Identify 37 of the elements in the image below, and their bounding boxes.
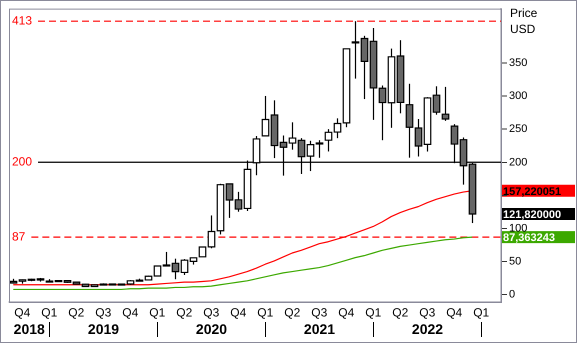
x-tick-label: Q1 xyxy=(41,306,58,320)
x-tick-label: Q3 xyxy=(419,306,436,320)
x-tick-label: Q4 xyxy=(230,306,247,320)
x-tick-label: Q4 xyxy=(122,306,139,320)
y-tick-label: 300 xyxy=(509,90,528,102)
x-tick-label: Q4 xyxy=(338,306,355,320)
y-tick-label: 350 xyxy=(509,56,528,69)
x-tick-label: Q3 xyxy=(203,306,220,320)
candlestick xyxy=(442,86,450,122)
text: 2022 xyxy=(412,320,444,337)
text: 2021 xyxy=(304,320,336,337)
ref-line-label: 200 xyxy=(12,154,32,169)
y-tick-label: 50 xyxy=(509,256,522,268)
x-tick-label: Q4 xyxy=(14,306,31,320)
x-tick-label: Q1 xyxy=(257,306,274,320)
annotation: 157,220051 xyxy=(503,186,562,198)
x-tick-label: Q4 xyxy=(446,306,463,320)
x-tick-label: Q2 xyxy=(284,306,301,320)
ref-line-label: 413 xyxy=(12,13,32,28)
x-tick-label: Q2 xyxy=(176,306,193,320)
x-tick-label: Q1 xyxy=(149,306,166,320)
x-tick-label: Q3 xyxy=(311,306,328,320)
annotation: 87,363243 xyxy=(503,232,555,244)
x-tick-label: Q1 xyxy=(365,306,382,320)
annotation: 121,820000 xyxy=(503,209,562,222)
x-tick-label: Q2 xyxy=(68,306,85,320)
text: 2020 xyxy=(196,320,228,337)
y-tick-label: 200 xyxy=(509,156,528,168)
y-axis-title: Price USD xyxy=(510,5,538,37)
y-tick-label: 0 xyxy=(509,288,516,301)
text: 2018 xyxy=(14,320,46,337)
text: 2019 xyxy=(88,320,120,337)
x-tick-label: Q3 xyxy=(95,306,112,320)
x-tick-label: Q1 xyxy=(473,306,490,320)
ref-line-label: 87 xyxy=(12,229,26,244)
y-tick-label: 250 xyxy=(509,123,528,136)
x-tick-label: Q2 xyxy=(392,306,409,320)
